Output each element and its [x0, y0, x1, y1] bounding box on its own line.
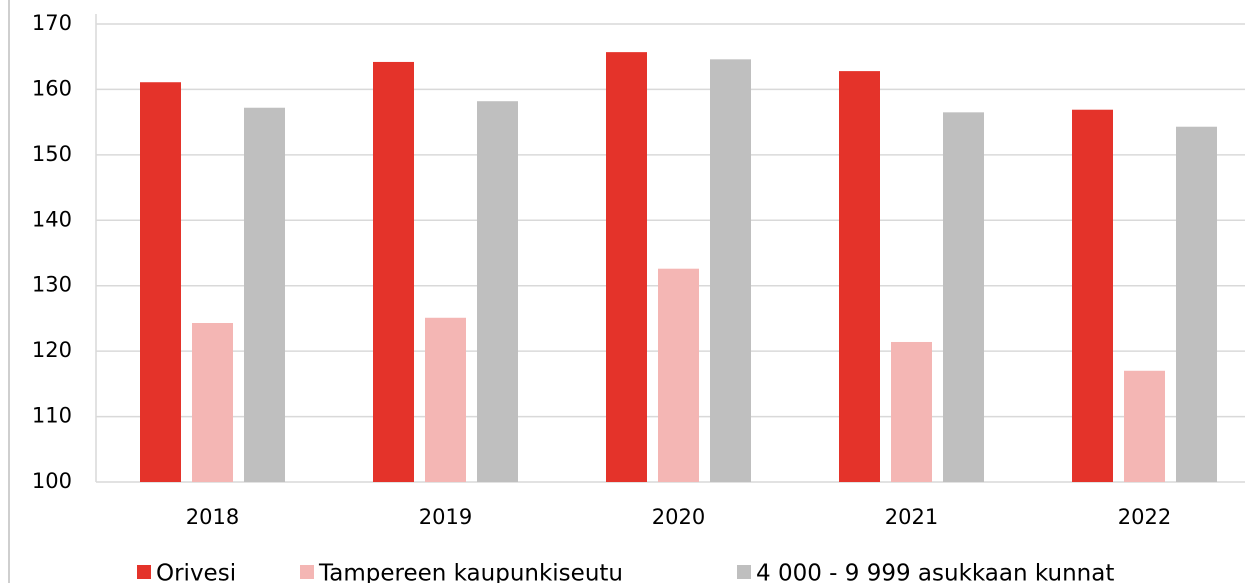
y-tick-label: 140	[32, 207, 72, 231]
bar	[658, 268, 699, 482]
bar	[373, 61, 414, 482]
bar	[839, 71, 880, 482]
x-tick-label: 2018	[186, 505, 239, 529]
bar	[1176, 126, 1217, 483]
bar	[425, 317, 466, 482]
bar	[1072, 109, 1113, 482]
legend-label: Tampereen kaupunkiseutu	[318, 561, 623, 583]
bar	[192, 323, 233, 482]
legend-swatch	[300, 565, 314, 579]
y-tick-label: 170	[32, 11, 72, 35]
legend: Orivesi Tampereen kaupunkiseutu 4 000 - 9 …	[137, 561, 1114, 583]
bar	[244, 107, 285, 483]
x-tick-label: 2022	[1118, 505, 1171, 529]
x-tick-label: 2021	[885, 505, 938, 529]
legend-label: Orivesi	[156, 561, 236, 583]
y-tick-label: 150	[32, 142, 72, 166]
y-tick-label: 130	[32, 273, 72, 297]
bar	[891, 341, 932, 482]
y-tick-label: 160	[32, 76, 72, 100]
bar	[477, 101, 518, 482]
y-tick-label: 100	[32, 469, 72, 493]
legend-swatch	[737, 565, 751, 579]
legend-label: 4 000 - 9 999 asukkaan kunnat	[756, 561, 1114, 583]
legend-swatch	[137, 565, 151, 579]
y-tick-label: 120	[32, 338, 72, 362]
bar	[606, 52, 647, 483]
y-tick-label: 110	[32, 404, 72, 428]
x-tick-label: 2019	[419, 505, 472, 529]
bar	[710, 59, 751, 483]
bar	[140, 82, 181, 482]
x-tick-label: 2020	[652, 505, 705, 529]
bar	[943, 112, 984, 482]
bar	[1124, 370, 1165, 482]
